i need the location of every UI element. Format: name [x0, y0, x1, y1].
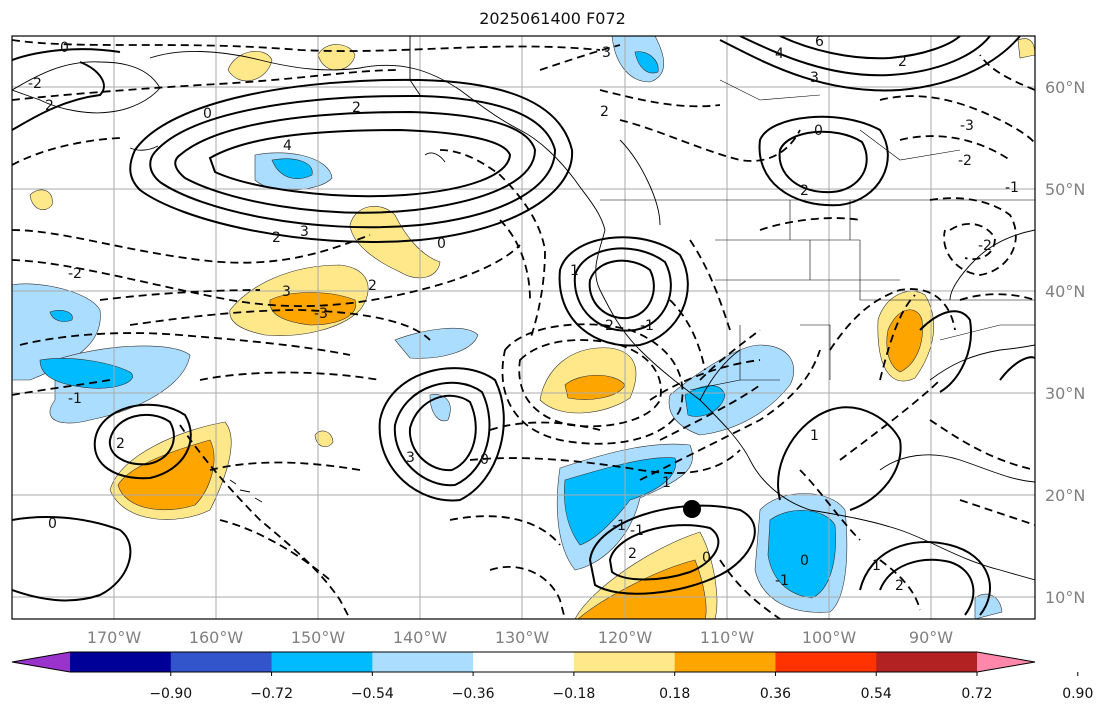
colorbar-label: −0.54 [351, 686, 394, 702]
lat-tick-label: 50°N [1045, 180, 1085, 199]
colorbar: −0.90 −0.72 −0.54 −0.36 −0.18 0.18 0.36 0.54 0.7… [11, 651, 1093, 702]
contour-label: 4 [283, 138, 292, 154]
contour-label: 0 [702, 550, 711, 566]
colorbar-label: 0.36 [760, 686, 791, 702]
contour-label: 0 [480, 452, 489, 468]
colorbar-arrow-high [977, 652, 1035, 672]
lon-tick-label: 120°W [598, 628, 653, 647]
lon-tick-label: 130°W [495, 628, 550, 647]
colorbar-label: −0.72 [250, 686, 293, 702]
contour-label: 2 [45, 98, 54, 114]
colorbar-swatch [70, 652, 172, 672]
contour-label: -2 [28, 76, 42, 92]
contour-label: 2 [895, 578, 904, 594]
colorbar-swatch [674, 652, 776, 672]
contour-label: 6 [815, 34, 824, 50]
contour-label: 0 [800, 553, 809, 569]
contour-label: -2 [978, 238, 992, 254]
contour-label: -1 [630, 523, 644, 539]
storm-position-marker [683, 500, 701, 518]
contour-label: 4 [775, 46, 784, 62]
contour-label: -3 [314, 306, 328, 322]
dashed-contours [12, 39, 1035, 619]
contour-label: -3 [960, 118, 974, 134]
contour-label: 1 [662, 475, 671, 491]
contour-label: 3 [602, 45, 611, 61]
colorbar-outline [11, 651, 1036, 673]
political-borders [600, 79, 1035, 391]
contour-label: 2 [898, 54, 907, 70]
contour-label: 0 [437, 236, 446, 252]
contour-label: 2 [628, 546, 637, 562]
colorbar-label: −0.90 [149, 686, 192, 702]
contour-labels: 0 3 3 4 6 2 2 4 2 2 0 -2 2 3 0 2 -2 3 -3… [28, 34, 1019, 594]
contour-label: 2 [800, 183, 809, 199]
latitude-labels: 60°N 50°N 40°N 30°N 20°N 10°N [1045, 78, 1085, 607]
contour-label: 3 [282, 284, 291, 300]
colorbar-swatch [775, 652, 877, 672]
lat-tick-label: 40°N [1045, 282, 1085, 301]
lon-tick-label: 100°W [802, 628, 857, 647]
contour-label: 0 [48, 516, 57, 532]
contour-label: -1 [775, 573, 789, 589]
lat-tick-label: 20°N [1045, 486, 1085, 505]
lon-tick-label: 140°W [393, 628, 448, 647]
map-border [11, 35, 1036, 620]
contour-label: -1 [612, 518, 626, 534]
solid-contours [12, 36, 1035, 616]
lat-tick-label: 30°N [1045, 384, 1085, 403]
contour-label: 0 [814, 123, 823, 139]
contour-label: 1 [570, 263, 579, 279]
contour-label: 2 [368, 278, 377, 294]
lon-tick-label: 170°W [87, 628, 142, 647]
longitude-labels: 170°W 160°W 150°W 140°W 130°W 120°W 110°… [87, 628, 953, 647]
contour-label: -1 [1005, 180, 1019, 196]
contour-label: 1 [872, 558, 881, 574]
colorbar-label: −0.36 [452, 686, 495, 702]
colorbar-label: 0.18 [659, 686, 690, 702]
lon-tick-label: 150°W [291, 628, 346, 647]
contour-label: -2 [600, 318, 614, 334]
lon-tick-label: 110°W [700, 628, 755, 647]
colorbar-label: −0.18 [552, 686, 595, 702]
lon-tick-label: 90°W [909, 628, 953, 647]
contour-label: 2 [352, 100, 361, 116]
colorbar-label: 0.72 [961, 686, 992, 702]
colorbar-swatch [170, 652, 273, 672]
colorbar-swatch [473, 652, 575, 672]
colorbar-arrow-low [12, 652, 70, 672]
lat-tick-label: 10°N [1045, 588, 1085, 607]
contour-label: -1 [68, 391, 82, 407]
contour-label: 2 [272, 230, 281, 246]
colorbar-swatch [876, 652, 978, 672]
colorbar-label: 0.54 [861, 686, 892, 702]
contour-label: 2 [116, 436, 125, 452]
colorbar-label: 0.90 [1062, 686, 1093, 702]
contour-label: 3 [406, 450, 415, 466]
colorbar-swatch [271, 652, 373, 672]
contour-label: -2 [68, 266, 82, 282]
contour-label: 0 [60, 40, 69, 56]
contour-label: -1 [640, 318, 654, 334]
colorbar-swatch [372, 652, 474, 672]
lat-tick-label: 60°N [1045, 78, 1085, 97]
lon-tick-label: 160°W [189, 628, 244, 647]
contour-label: 1 [810, 428, 819, 444]
contour-label: -2 [958, 153, 972, 169]
contour-label: 3 [810, 70, 819, 86]
contour-label: 3 [300, 224, 309, 240]
colorbar-swatch [573, 652, 676, 672]
map-title: 2025061400 F072 [479, 9, 626, 28]
contour-label: 2 [600, 104, 609, 120]
contour-label: 0 [203, 106, 212, 122]
